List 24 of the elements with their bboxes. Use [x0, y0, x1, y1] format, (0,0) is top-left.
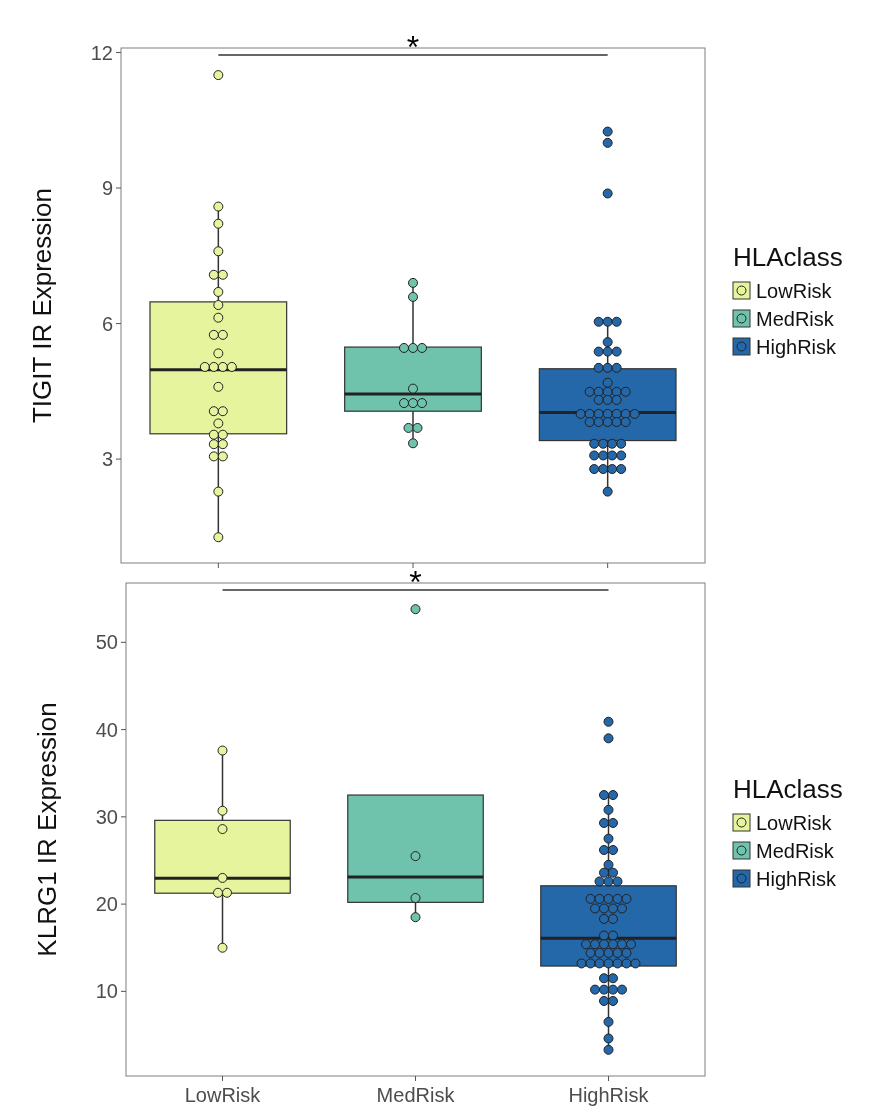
x-tick-label: LowRisk	[184, 1084, 262, 1106]
y-tick-label: 40	[95, 718, 118, 741]
y-tick-label: 6	[101, 312, 113, 335]
y-tick-label: 12	[90, 41, 113, 64]
y-axis-title: TIGIT IR Expression	[27, 187, 57, 424]
y-tick-label: 9	[101, 177, 113, 200]
y-tick-label: 50	[95, 631, 118, 654]
legend-title: HLAclass	[733, 774, 843, 804]
legend-label: HighRisk	[756, 867, 838, 890]
legend-title: HLAclass	[733, 242, 843, 272]
annotation: *	[409, 564, 422, 600]
y-tick-label: 10	[95, 980, 118, 1003]
y-tick-label: 20	[95, 893, 118, 916]
y-tick-label: 3	[101, 448, 113, 471]
x-tick-label: HighRisk	[568, 1084, 650, 1106]
y-tick-label: 30	[95, 805, 118, 828]
x-tick-label: MedRisk	[376, 1084, 456, 1106]
legend-label: MedRisk	[756, 307, 835, 330]
legend-label: HighRisk	[756, 335, 838, 358]
legend-label: LowRisk	[756, 279, 833, 302]
y-axis-title: KLRG1 IR Expression	[32, 702, 62, 957]
annotation: *	[406, 29, 420, 65]
legend-label: MedRisk	[756, 839, 835, 862]
legend-label: LowRisk	[756, 811, 833, 834]
